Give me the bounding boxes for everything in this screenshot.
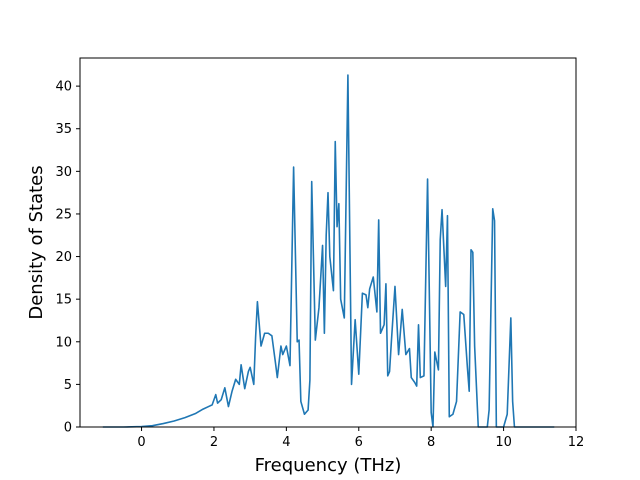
y-tick-label: 0 bbox=[64, 421, 72, 436]
y-tick-label: 35 bbox=[55, 122, 72, 137]
x-tick-label: 12 bbox=[568, 435, 585, 450]
series-layer bbox=[102, 74, 555, 428]
x-tick-label: 10 bbox=[495, 435, 512, 450]
plot-area-frame bbox=[79, 57, 577, 428]
x-tick-label: 6 bbox=[355, 435, 363, 450]
y-tick-label: 10 bbox=[55, 335, 72, 350]
x-tick-label: 0 bbox=[137, 435, 145, 450]
y-tick-label: 30 bbox=[55, 165, 72, 180]
y-axis-ticks: 0 5 10 15 20 25 30 35 40 bbox=[55, 80, 80, 436]
y-tick-label: 25 bbox=[55, 207, 72, 222]
x-tick-label: 8 bbox=[427, 435, 435, 450]
series-line-0 bbox=[102, 74, 555, 428]
y-tick-label: 20 bbox=[55, 250, 72, 265]
y-tick-label: 15 bbox=[55, 293, 72, 308]
y-tick-label: 5 bbox=[64, 378, 72, 393]
x-tick-label: 2 bbox=[210, 435, 218, 450]
x-tick-label: 4 bbox=[282, 435, 290, 450]
x-axis-ticks: 0 2 4 6 8 10 12 bbox=[137, 427, 584, 450]
x-axis-label: Frequency (THz) bbox=[255, 455, 402, 476]
y-tick-label: 40 bbox=[55, 80, 72, 95]
y-axis-label: Density of States bbox=[26, 165, 47, 319]
